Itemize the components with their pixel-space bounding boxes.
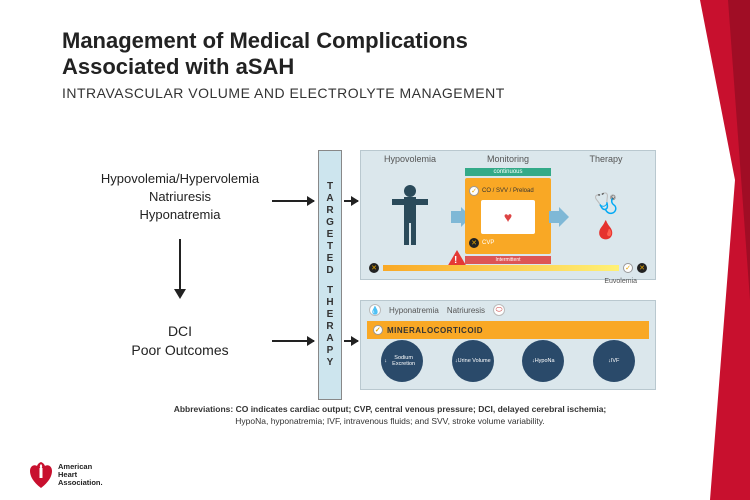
x-icon: ✕ <box>369 263 379 273</box>
outcomes: DCI Poor Outcomes <box>70 322 290 361</box>
circle-ivf: ↓IVF <box>593 340 635 382</box>
heart-torch-icon <box>30 462 52 488</box>
header-therapy: Therapy <box>557 151 655 169</box>
abbrev-line2: HypoNa, hyponatremia; IVF, intravenous f… <box>235 416 544 426</box>
logo-text: American Heart Association. <box>58 463 103 488</box>
panel1-headers: Hypovolemia Monitoring Therapy <box>361 151 655 169</box>
human-icon <box>390 183 430 249</box>
natriuresis-label: Natriuresis <box>447 306 485 315</box>
hypovolemia-figure <box>361 169 459 263</box>
euvolemia-slider: ✕ ✓ ✕ Euvolemia <box>369 261 647 275</box>
outcome-circles: ↓Sodium Excretion ↓Urine Volume ↓HypoNa … <box>361 339 655 383</box>
title-line2: Associated with aSAH <box>62 54 294 79</box>
arrow-into-panel1 <box>344 200 358 202</box>
aha-logo: American Heart Association. <box>30 462 103 488</box>
therapy-figure: 🩺 🩸 <box>557 169 655 263</box>
condition-1: Hypovolemia/Hypervolemia <box>70 170 290 188</box>
check-icon: ✓ <box>373 325 383 335</box>
abbrev-line1: Abbreviations: CO indicates cardiac outp… <box>174 404 607 414</box>
kidney-icon: ⬭ <box>493 304 505 316</box>
header-monitoring: Monitoring <box>459 151 557 169</box>
header-hypovolemia: Hypovolemia <box>361 151 459 169</box>
x-icon: ✕ <box>469 238 479 248</box>
condition-2: Natriuresis <box>70 188 290 206</box>
conditions-list: Hypovolemia/Hypervolemia Natriuresis Hyp… <box>70 170 290 225</box>
accent-triangles <box>680 0 750 500</box>
conditions-outcome-column: Hypovolemia/Hypervolemia Natriuresis Hyp… <box>70 170 290 361</box>
outcome-2: Poor Outcomes <box>70 341 290 361</box>
panel2-header: 💧 Hyponatremia Natriuresis ⬭ <box>361 301 655 319</box>
cvp-label: CVP <box>482 240 494 246</box>
slide-title: Management of Medical Complications Asso… <box>62 28 622 81</box>
iv-bag-icon: 🩸 <box>595 220 617 241</box>
check-icon: ✓ <box>623 263 633 273</box>
slide-subtitle: INTRAVASCULAR VOLUME AND ELECTROLYTE MAN… <box>62 85 622 101</box>
circle-sodium: ↓Sodium Excretion <box>381 340 423 382</box>
monitoring-box: continuous ✓ CO / SVV / Preload ♥ ✕ CVP … <box>459 169 557 263</box>
volume-monitoring-panel: Hypovolemia Monitoring Therapy continuou… <box>360 150 656 280</box>
drop-icon: 💧 <box>369 304 381 316</box>
electrolyte-panel: 💧 Hyponatremia Natriuresis ⬭ ✓ MINERALOC… <box>360 300 656 390</box>
euvolemia-label: Euvolemia <box>604 278 637 285</box>
hyponatremia-label: Hyponatremia <box>389 306 439 315</box>
arrow-into-panel2 <box>344 340 358 342</box>
mineralocorticoid-label: MINERALOCORTICOID <box>387 326 483 335</box>
title-block: Management of Medical Complications Asso… <box>62 28 622 101</box>
title-line1: Management of Medical Complications <box>62 28 468 53</box>
check-icon: ✓ <box>469 186 479 196</box>
targeted-therapy-box: TARGETED THERAPY <box>318 150 342 400</box>
arrow-to-panel1 <box>272 200 314 202</box>
circle-hypona: ↓HypoNa <box>522 340 564 382</box>
heart-monitor-icon: ♥ <box>481 200 535 234</box>
condition-3: Hyponatremia <box>70 206 290 224</box>
arrow-to-panel2 <box>272 340 314 342</box>
abbreviations: Abbreviations: CO indicates cardiac outp… <box>160 404 620 428</box>
continuous-label: continuous <box>465 168 551 176</box>
mineralocorticoid-bar: ✓ MINERALOCORTICOID <box>367 321 649 339</box>
outcome-1: DCI <box>70 322 290 342</box>
arrow-down-icon <box>173 239 187 299</box>
co-svv-label: CO / SVV / Preload <box>482 188 534 194</box>
x-icon: ✕ <box>637 263 647 273</box>
bp-cuff-icon: 🩺 <box>594 191 619 216</box>
circle-urine: ↓Urine Volume <box>452 340 494 382</box>
